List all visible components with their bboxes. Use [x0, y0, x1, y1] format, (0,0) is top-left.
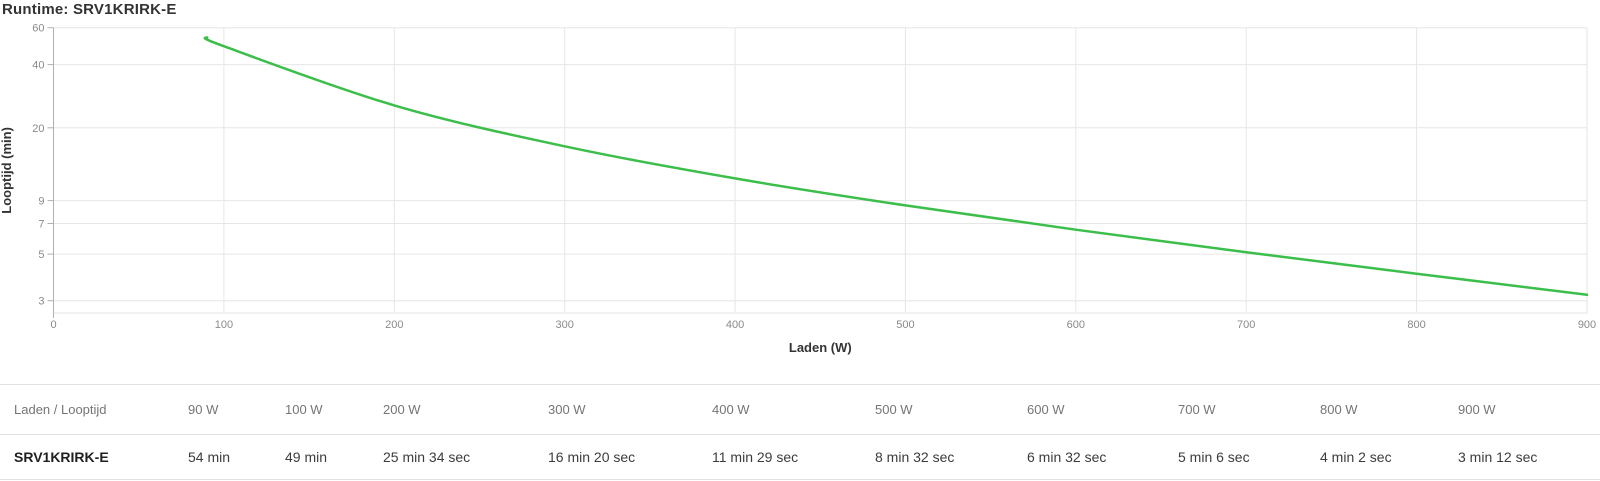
table-col-header: 500 W — [861, 384, 1013, 435]
table-cell: 16 min 20 sec — [534, 434, 698, 480]
x-tick-label: 300 — [556, 319, 574, 331]
table-col-header: 200 W — [369, 384, 534, 435]
table-col-header: 700 W — [1164, 384, 1306, 435]
y-tick-label: 60 — [32, 23, 44, 35]
table-col-header: 400 W — [698, 384, 861, 435]
table-col-header: 300 W — [534, 384, 698, 435]
series-line[interactable] — [203, 36, 1589, 297]
y-tick-label: 40 — [32, 60, 44, 72]
table-col-header: 600 W — [1013, 384, 1164, 435]
table-cell: 4 min 2 sec — [1306, 434, 1444, 480]
table-cell: 11 min 29 sec — [698, 434, 861, 480]
table-corner-label: Laden / Looptijd — [0, 384, 174, 435]
x-tick-label: 0 — [50, 319, 56, 331]
x-tick-label: 900 — [1578, 319, 1596, 331]
table-col-header: 90 W — [174, 384, 271, 435]
table-cell: 5 min 6 sec — [1164, 434, 1306, 480]
table-cell: 6 min 32 sec — [1013, 434, 1164, 480]
x-tick-label: 600 — [1067, 319, 1085, 331]
x-tick-label: 800 — [1407, 319, 1425, 331]
chart-title: Runtime: SRV1KRIRK-E — [2, 1, 177, 18]
table-row-label: SRV1KRIRK-E — [0, 434, 174, 480]
x-tick-label: 400 — [726, 319, 744, 331]
chart-canvas: 60 40 20 9 7 5 30 100 200 300 400 500 600 700 800 900 Lo… — [0, 23, 1596, 355]
y-tick-label: 20 — [32, 123, 44, 135]
y-axis-title: Looptijd (min) — [0, 127, 14, 214]
x-axis-title: Laden (W) — [789, 340, 852, 355]
x-tick-label: 200 — [385, 319, 403, 331]
y-tick-label: 7 — [38, 219, 44, 231]
x-tick-label: 500 — [896, 319, 914, 331]
table-cell: 49 min — [271, 434, 369, 480]
table-data-row: SRV1KRIRK-E 54 min 49 min 25 min 34 sec 16 m… — [0, 434, 1600, 480]
table-cell: 25 min 34 sec — [369, 434, 534, 480]
table-col-header: 800 W — [1306, 384, 1444, 435]
y-tick-label: 3 — [38, 296, 44, 308]
x-tick-label: 100 — [215, 319, 233, 331]
table-col-header: 100 W — [271, 384, 369, 435]
table-cell: 3 min 12 sec — [1444, 434, 1600, 480]
y-tick-label: 5 — [38, 249, 44, 261]
runtime-chart: Runtime: SRV1KRIRK-E 60 40 20 9 7 5 3 0 100 200 30… — [0, 1, 1596, 355]
x-tick-label: 700 — [1237, 319, 1255, 331]
table-col-header: 900 W — [1444, 384, 1600, 435]
y-tick-label: 9 — [38, 196, 44, 208]
runtime-table: Laden / Looptijd 90 W 100 W 200 W 300 W 400 W… — [0, 384, 1600, 480]
table-header-row: Laden / Looptijd 90 W 100 W 200 W 300 W 400 W… — [0, 384, 1600, 435]
table-cell: 8 min 32 sec — [861, 434, 1013, 480]
table-cell: 54 min — [174, 434, 271, 480]
